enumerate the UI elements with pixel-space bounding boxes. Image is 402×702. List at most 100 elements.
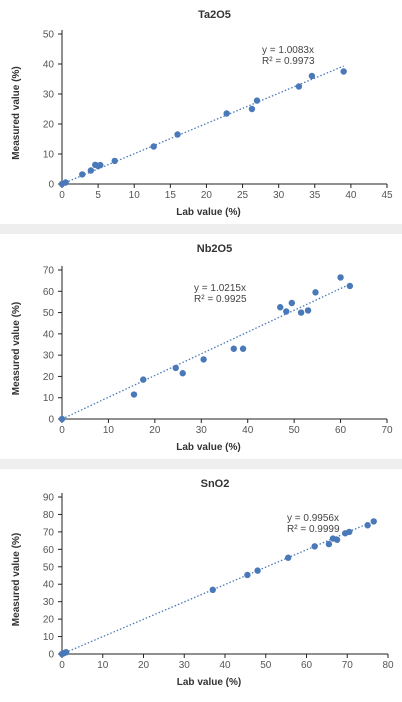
data-point — [79, 171, 86, 178]
data-point — [244, 571, 251, 579]
x-tick-label: 60 — [301, 660, 313, 671]
data-point — [140, 376, 147, 383]
y-tick-label: 40 — [43, 329, 55, 340]
y-tick-label: 20 — [43, 615, 55, 626]
data-point — [346, 528, 353, 536]
chart-nb2o5: Nb2O5 0 10 20 30 40 50 60 70 0 10 20 30 40 50 60 70 Lab v… — [11, 243, 393, 453]
data-point — [337, 274, 344, 281]
x-tick-label: 30 — [273, 190, 285, 201]
data-point — [239, 345, 247, 352]
x-tick-label: 5 — [95, 190, 101, 201]
data-point — [174, 131, 181, 138]
data-point — [304, 307, 312, 314]
chart-panel-3: SnO2 0 10 20 30 40 50 60 70 80 0 10 20 30 40 50 60 70 80 90… — [0, 469, 402, 697]
x-tick-label: 20 — [149, 425, 161, 436]
x-tick-label: 20 — [138, 660, 150, 671]
x-axis-title: Lab value (%) — [176, 207, 240, 218]
x-tick-label: 35 — [309, 190, 321, 201]
trendline — [61, 521, 372, 655]
data-point — [254, 567, 261, 574]
data-point — [333, 536, 341, 543]
data-point — [253, 97, 261, 104]
x-tick-label: 40 — [219, 660, 231, 671]
separator — [0, 459, 402, 469]
y-tick-label: 80 — [43, 510, 55, 521]
x-tick-label: 15 — [165, 190, 177, 201]
y-tick-label: 50 — [43, 30, 55, 41]
y-tick-label: 60 — [43, 545, 55, 556]
data-point — [87, 167, 95, 174]
data-point — [209, 586, 216, 594]
y-tick-label: 0 — [48, 180, 54, 191]
trendline-equation: y = 0.9956x — [287, 513, 339, 524]
y-tick-label: 40 — [43, 580, 55, 591]
y-tick-label: 30 — [43, 597, 55, 608]
x-tick-label: 0 — [59, 425, 65, 436]
data-point — [172, 364, 179, 372]
data-point — [325, 540, 333, 548]
y-tick-label: 20 — [43, 120, 55, 131]
r-squared-label: R² = 0.9999 — [287, 524, 340, 535]
x-tick-label: 0 — [59, 190, 65, 201]
data-point — [340, 68, 347, 75]
y-tick-label: 10 — [43, 393, 55, 404]
data-point — [230, 345, 237, 352]
data-point — [288, 299, 296, 307]
chart-ta2o5: Ta2O5 0 5 10 15 20 25 30 35 40 45 0 10 20 30 40 50 Lab va… — [11, 9, 393, 218]
x-tick-label: 10 — [97, 660, 109, 671]
trendline-equation: y = 1.0215x — [194, 283, 246, 294]
x-tick-label: 70 — [381, 425, 393, 436]
chart-title: SnO2 — [201, 478, 230, 490]
x-tick-label: 10 — [103, 425, 115, 436]
x-axis-title: Lab value (%) — [176, 442, 240, 453]
trendline-equation: y = 1.0083x — [262, 45, 314, 56]
data-point — [97, 161, 104, 169]
chart-title: Ta2O5 — [198, 9, 231, 21]
x-tick-label: 70 — [342, 660, 354, 671]
data-point — [111, 157, 118, 165]
data-point — [130, 391, 138, 398]
data-point — [248, 105, 256, 113]
data-point — [223, 110, 230, 117]
data-point — [346, 282, 354, 290]
chart-panel-1: Ta2O5 0 5 10 15 20 25 30 35 40 45 0 10 20 30 40 50 Lab va… — [0, 0, 402, 224]
y-tick-label: 10 — [43, 632, 55, 643]
data-point — [62, 179, 69, 186]
y-tick-label: 20 — [43, 372, 55, 383]
x-tick-label: 25 — [237, 190, 249, 201]
x-tick-label: 0 — [59, 660, 65, 671]
y-tick-label: 0 — [48, 415, 54, 426]
x-tick-label: 80 — [382, 660, 394, 671]
y-tick-label: 70 — [43, 527, 55, 538]
x-tick-label: 10 — [129, 190, 141, 201]
trendline — [61, 65, 344, 185]
chart-panel-2: Nb2O5 0 10 20 30 40 50 60 70 0 10 20 30 40 50 60 70 Lab v… — [0, 234, 402, 459]
y-axis-title: Measured value (%) — [11, 66, 22, 159]
data-point — [150, 143, 157, 150]
data-point — [284, 554, 292, 561]
x-tick-label: 45 — [381, 190, 393, 201]
data-point — [58, 415, 66, 423]
separator — [0, 224, 402, 234]
y-tick-label: 0 — [48, 650, 54, 661]
x-tick-label: 60 — [335, 425, 347, 436]
x-tick-label: 20 — [201, 190, 213, 201]
chart-sno2: SnO2 0 10 20 30 40 50 60 70 80 0 10 20 30 40 50 60 70 80 90… — [11, 478, 394, 688]
y-tick-label: 70 — [43, 266, 55, 277]
y-tick-label: 10 — [43, 150, 55, 161]
data-point — [370, 518, 377, 525]
data-point — [295, 83, 303, 90]
y-tick-label: 60 — [43, 287, 55, 298]
x-tick-label: 50 — [289, 425, 301, 436]
y-tick-label: 30 — [43, 90, 55, 101]
y-tick-label: 40 — [43, 60, 55, 71]
data-point — [62, 649, 70, 656]
data-point — [179, 370, 186, 377]
r-squared-label: R² = 0.9973 — [262, 56, 315, 67]
x-tick-label: 50 — [260, 660, 272, 671]
data-point — [312, 289, 319, 296]
x-tick-label: 30 — [179, 660, 191, 671]
y-tick-label: 30 — [43, 351, 55, 362]
y-tick-label: 50 — [43, 308, 55, 319]
r-squared-label: R² = 0.9925 — [194, 294, 247, 305]
